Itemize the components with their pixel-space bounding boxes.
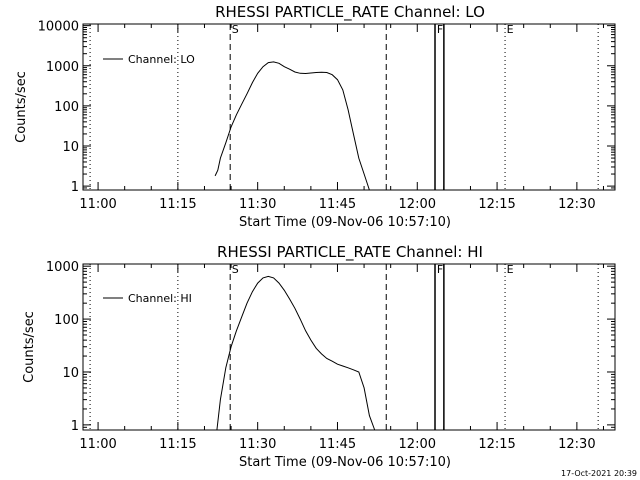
x-tick-label: 12:30 [558, 197, 595, 212]
y-tick-label: 1000 [46, 60, 79, 75]
x-tick-label: 12:00 [399, 437, 436, 452]
event-marker-label: E [507, 23, 514, 36]
x-tick-label: 11:00 [79, 197, 116, 212]
event-marker-label: E [507, 263, 514, 276]
y-tick-label: 10000 [38, 20, 79, 35]
y-tick-label: 1000 [46, 260, 79, 275]
event-marker-label: F [437, 23, 443, 36]
y-tick-label: 10 [62, 140, 79, 155]
event-marker-label: F [437, 263, 443, 276]
event-marker-label: S [232, 23, 239, 36]
chart-panel-lo: RHESSI PARTICLE_RATE Channel: LO S F E 11:… [14, 3, 616, 230]
axis-ticks [83, 24, 615, 191]
y-tick-label: 1 [71, 180, 79, 195]
x-axis-label: Start Time (09-Nov-06 10:57:10) [239, 455, 451, 470]
event-marker-label: S [232, 263, 239, 276]
x-tick-label: 11:45 [319, 437, 356, 452]
y-tick-labels: 1 10 100 1000 [46, 260, 79, 434]
y-tick-labels: 1 10 100 1000 10000 [38, 20, 79, 195]
legend-entry: Channel: HI [128, 292, 192, 305]
x-tick-label: 11:30 [239, 197, 276, 212]
y-tick-label: 10 [62, 366, 79, 381]
x-tick-label: 12:15 [478, 437, 515, 452]
x-tick-label: 11:30 [239, 437, 276, 452]
x-tick-label: 11:45 [319, 197, 356, 212]
y-tick-label: 100 [54, 313, 79, 328]
series-line-hi [216, 275, 376, 431]
x-tick-label: 12:30 [558, 437, 595, 452]
x-tick-label: 11:15 [159, 197, 196, 212]
x-tick-labels: 11:00 11:15 11:30 11:45 12:00 12:15 12:30 [79, 437, 595, 452]
legend: Channel: LO [103, 53, 195, 66]
chart-title: RHESSI PARTICLE_RATE Channel: LO [215, 3, 485, 22]
x-tick-label: 11:00 [79, 437, 116, 452]
x-tick-label: 12:00 [399, 197, 436, 212]
x-tick-label: 11:15 [159, 437, 196, 452]
chart-title: RHESSI PARTICLE_RATE Channel: HI [217, 243, 483, 262]
x-tick-labels: 11:00 11:15 11:30 11:45 12:00 12:15 12:30 [79, 197, 595, 212]
x-tick-label: 12:15 [478, 197, 515, 212]
plot-frame [82, 23, 616, 191]
axis-ticks [83, 264, 615, 431]
chart-panel-hi: RHESSI PARTICLE_RATE Channel: HI S F E 11:… [22, 243, 616, 470]
x-axis-label: Start Time (09-Nov-06 10:57:10) [239, 215, 451, 230]
y-axis-label: Counts/sec [22, 311, 37, 383]
y-tick-label: 1 [71, 419, 79, 434]
event-lines [89, 264, 599, 430]
event-lines [89, 24, 599, 190]
legend-entry: Channel: LO [128, 53, 195, 66]
y-axis-label: Counts/sec [14, 71, 29, 143]
plot-frame [82, 263, 616, 431]
footer-timestamp: 17-Oct-2021 20:39 [561, 469, 637, 478]
y-tick-label: 100 [54, 100, 79, 115]
series-line-lo [214, 61, 370, 191]
legend: Channel: HI [103, 292, 192, 305]
